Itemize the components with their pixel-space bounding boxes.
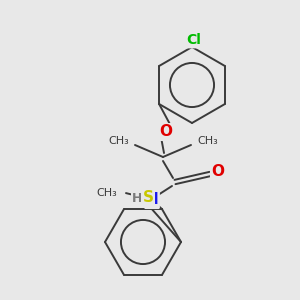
Text: CH₃: CH₃ (108, 136, 129, 146)
Text: Cl: Cl (187, 33, 201, 47)
Text: O: O (212, 164, 224, 179)
Text: O: O (160, 124, 172, 140)
Text: N: N (146, 193, 158, 208)
Text: CH₃: CH₃ (197, 136, 218, 146)
Text: S: S (142, 190, 154, 205)
Text: H: H (132, 191, 142, 205)
Text: CH₃: CH₃ (96, 188, 117, 198)
